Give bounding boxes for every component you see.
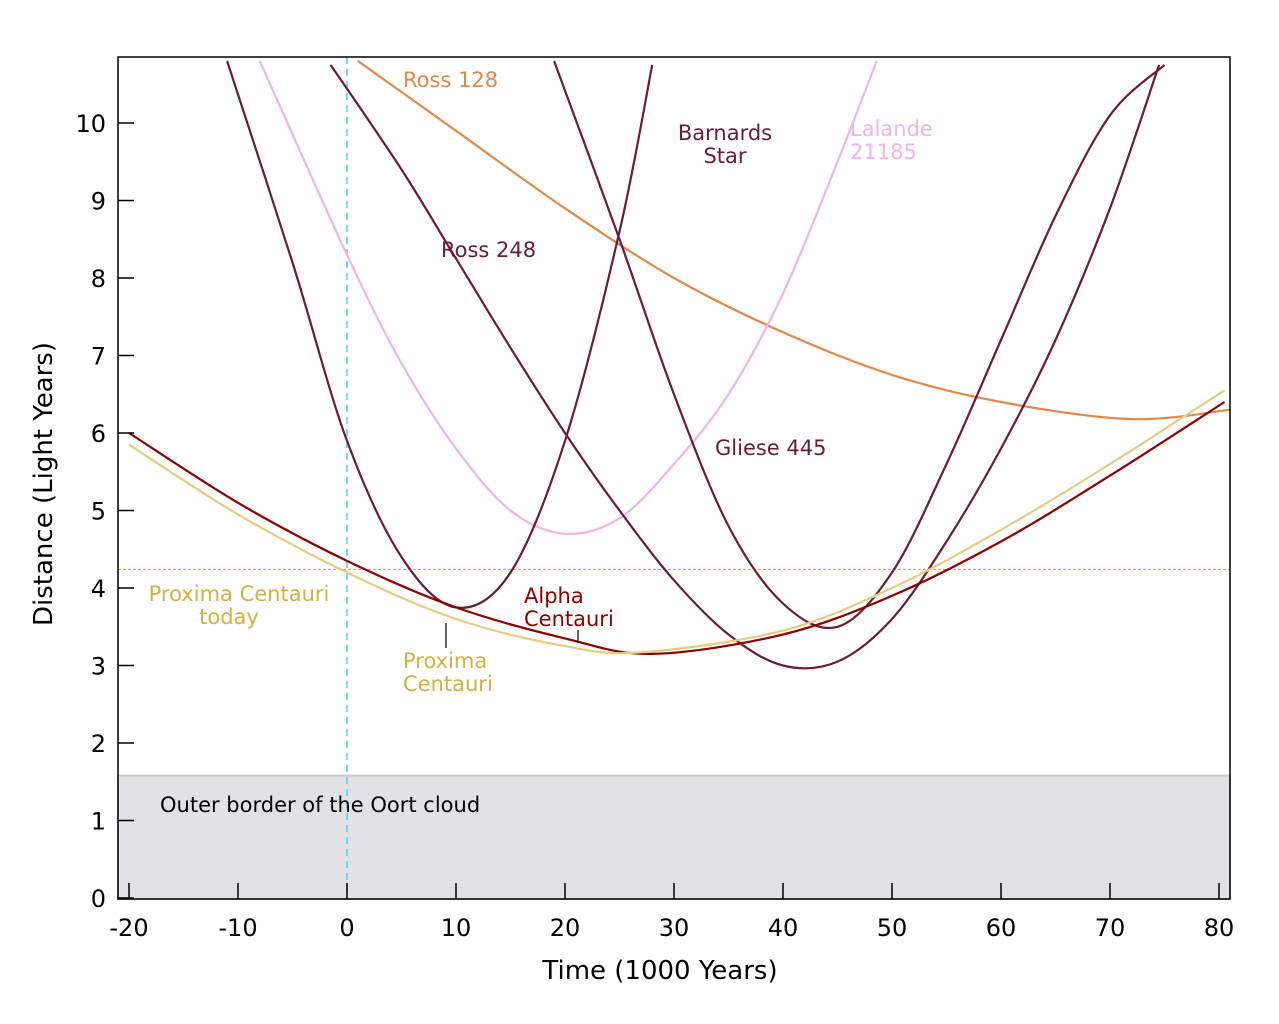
x-tick-label: 80	[1204, 914, 1235, 942]
y-tick-label: 2	[91, 730, 106, 758]
series-alpha-centauri	[128, 401, 1226, 656]
label-barnards-line1: Barnards	[678, 121, 772, 145]
x-tick-label: -10	[218, 914, 257, 942]
label-proxima-line2: Centauri	[403, 672, 493, 696]
series-proxima-centauri	[128, 389, 1226, 655]
label-lalande-line1: Lalande	[850, 117, 933, 141]
label-lalande-line2: 21185	[850, 140, 917, 164]
y-tick-label: 0	[91, 885, 106, 913]
x-axis-ticks: -20 -10 0 10 20 30 40 50 60 70 80	[109, 883, 1234, 942]
x-tick-label: 70	[1095, 914, 1126, 942]
x-tick-label: 60	[986, 914, 1017, 942]
label-ross-128: Ross 128	[403, 68, 498, 92]
label-ross-248: Ross 248	[441, 238, 536, 262]
y-tick-label: 4	[91, 575, 106, 603]
x-tick-label: 20	[550, 914, 581, 942]
y-tick-label: 8	[91, 265, 106, 293]
oort-cloud-band	[117, 774, 1231, 900]
label-proxima-today-line1: Proxima Centauri	[149, 582, 330, 606]
x-tick-label: 0	[339, 914, 354, 942]
y-tick-label: 1	[91, 808, 106, 836]
y-tick-label: 3	[91, 653, 106, 681]
label-oort-cloud: Outer border of the Oort cloud	[160, 793, 480, 817]
x-tick-label: 50	[877, 914, 908, 942]
y-tick-label: 9	[91, 188, 106, 216]
y-tick-label: 7	[91, 343, 106, 371]
label-barnards-line2: Star	[703, 144, 746, 168]
x-axis-title: Time (1000 Years)	[541, 956, 777, 986]
series-lalande-21185	[258, 60, 878, 536]
series-layer	[128, 60, 1231, 670]
y-axis-title: Distance (Light Years)	[29, 342, 59, 626]
y-tick-label: 10	[75, 110, 106, 138]
x-tick-label: -20	[109, 914, 148, 942]
label-proxima-line1: Proxima	[403, 649, 487, 673]
label-proxima-today-line2: today	[199, 605, 259, 629]
series-gliese-445	[553, 60, 1166, 629]
label-gliese-445: Gliese 445	[715, 436, 826, 460]
label-alpha-line1: Alpha	[524, 584, 584, 608]
y-tick-label: 5	[91, 498, 106, 526]
plot-background	[118, 57, 1230, 899]
series-ross-248	[329, 64, 1161, 670]
x-tick-label: 30	[659, 914, 690, 942]
x-tick-label: 40	[768, 914, 799, 942]
x-tick-label: 10	[441, 914, 472, 942]
y-tick-label: 6	[91, 420, 106, 448]
label-alpha-line2: Centauri	[524, 607, 614, 631]
series-ross-128	[357, 60, 1231, 421]
y-axis-ticks: 0 1 2 3 4 5 6 7 8 9 10	[75, 110, 134, 913]
